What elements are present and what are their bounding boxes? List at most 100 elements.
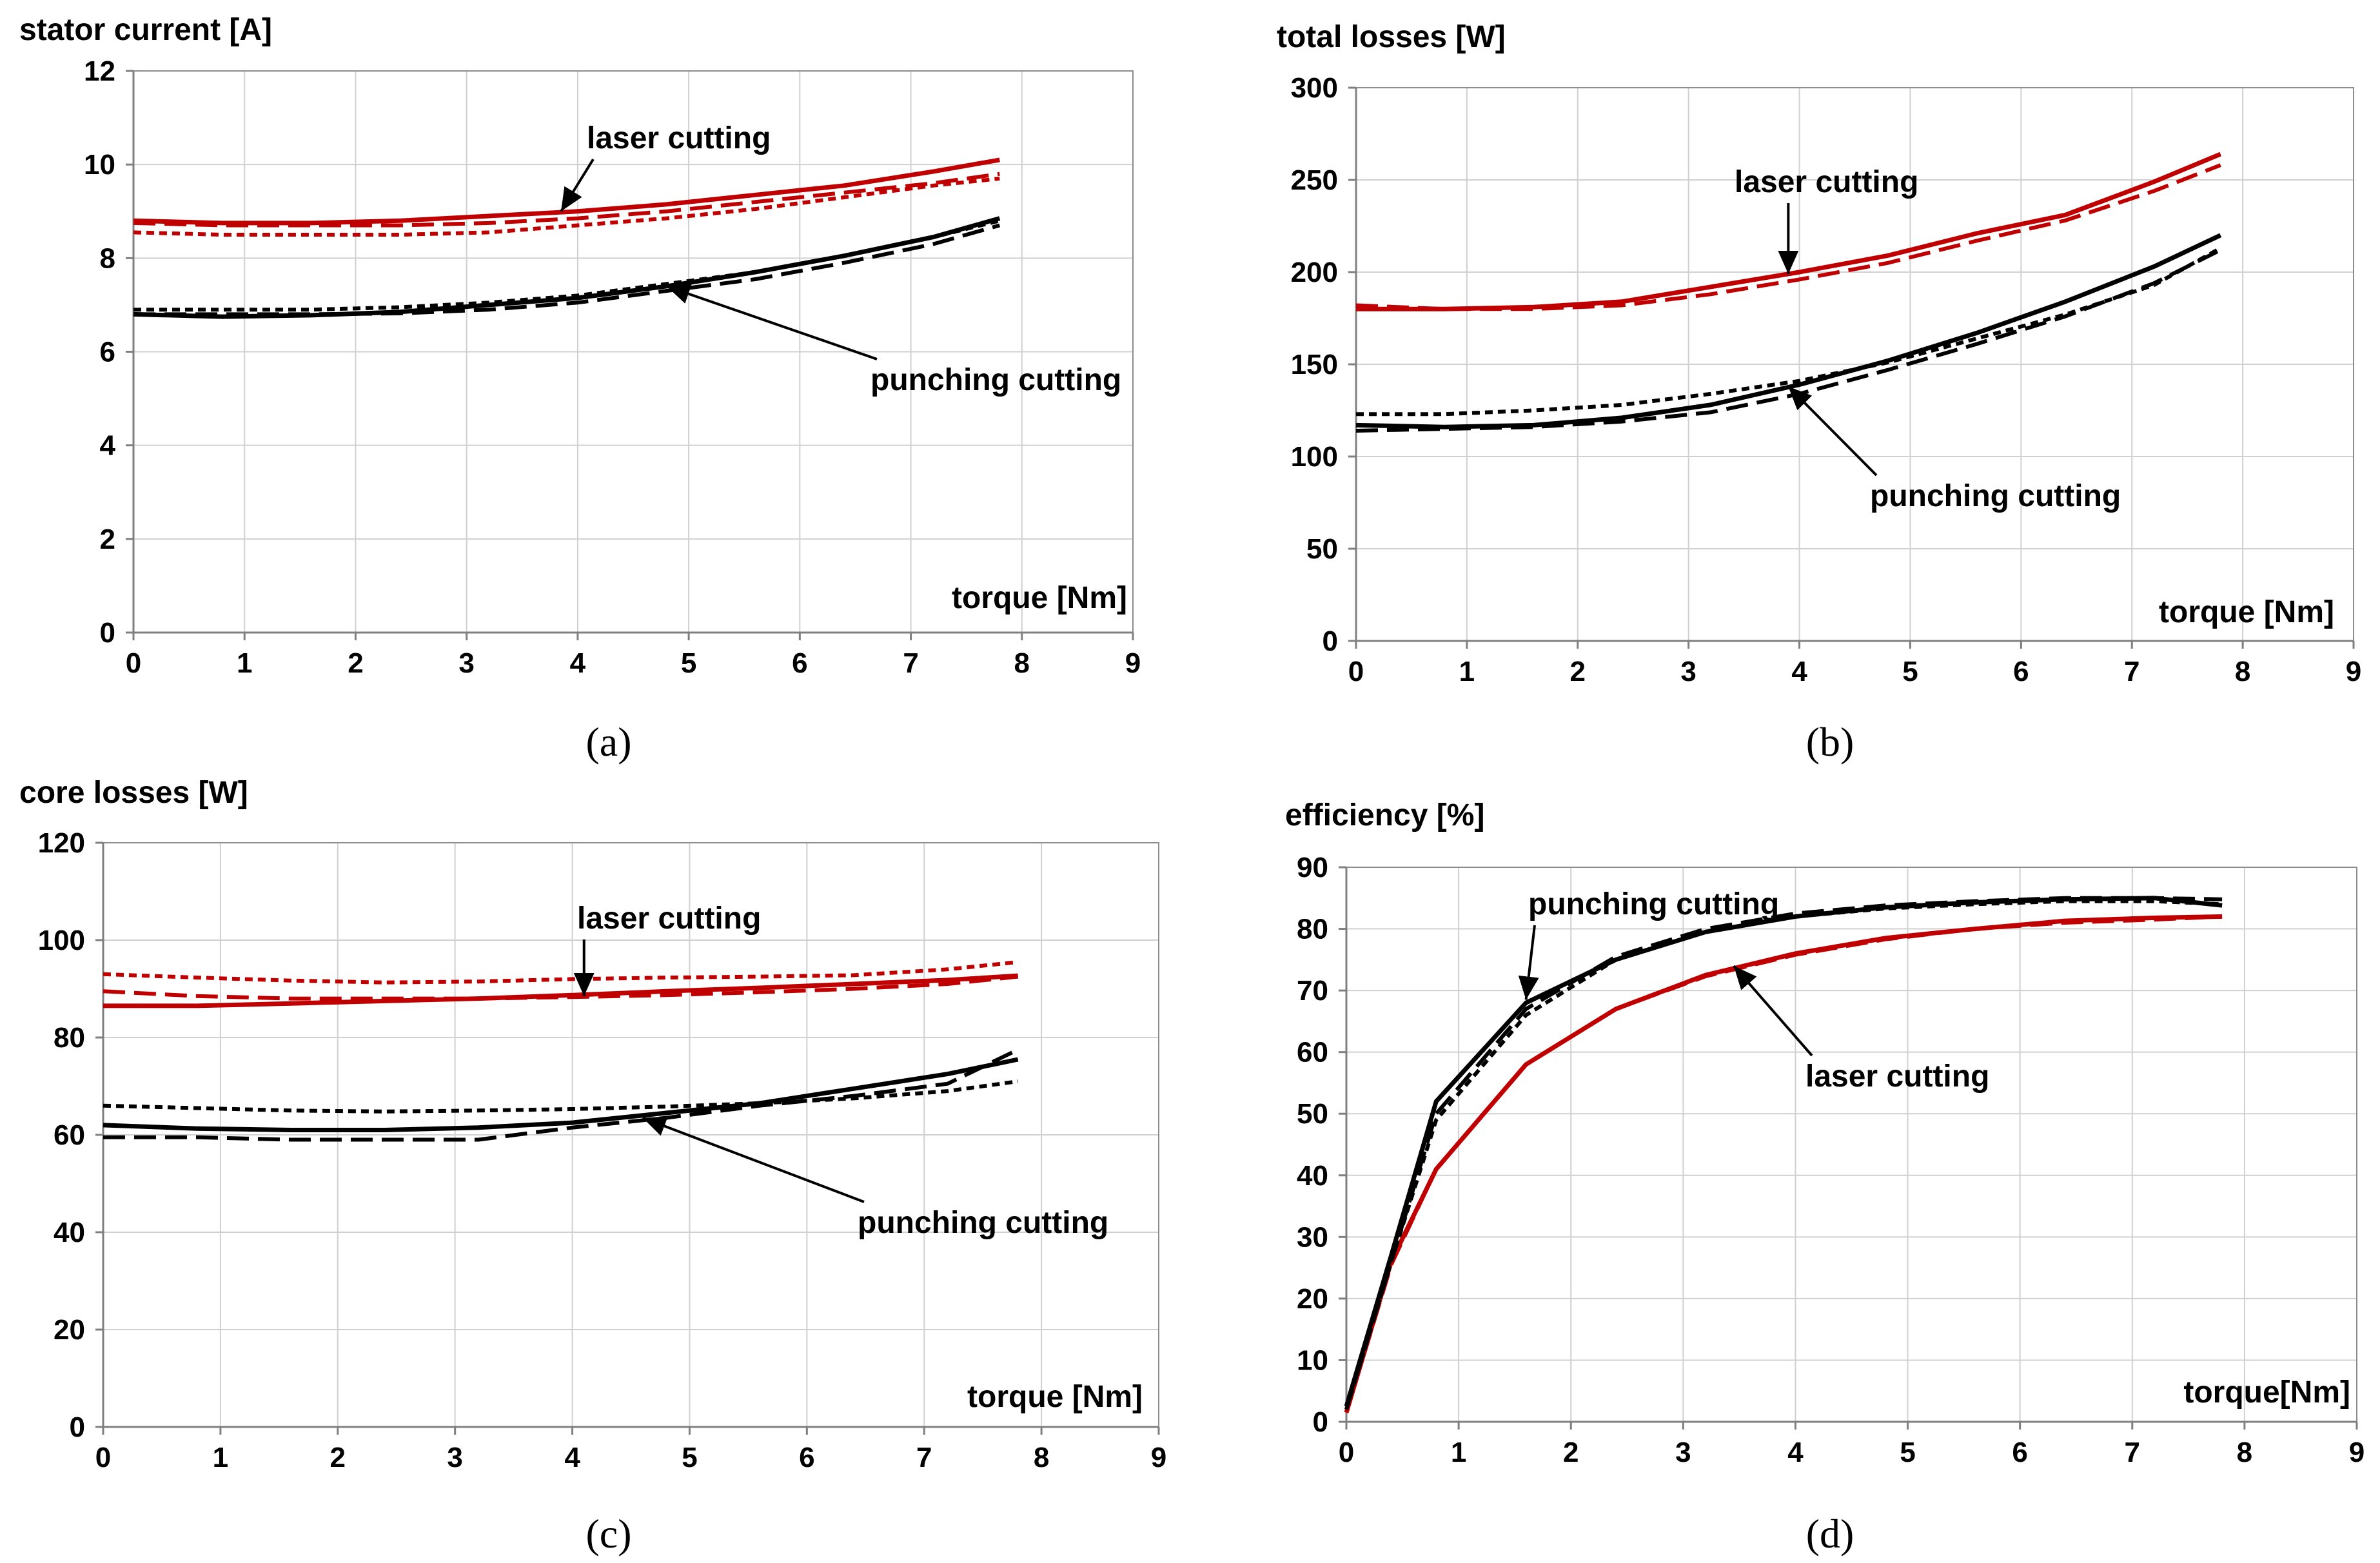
series-line-punching-cutting-dashed xyxy=(103,1048,1019,1142)
annotation-arrow xyxy=(560,158,595,212)
y-tick-label: 6 xyxy=(100,337,115,368)
x-tick-label: 4 xyxy=(564,1442,580,1473)
x-tick-label: 8 xyxy=(2235,656,2250,687)
x-tick-label: 8 xyxy=(2237,1437,2252,1468)
y-tick-label: 20 xyxy=(1297,1283,1328,1315)
annotation-label: laser cutting xyxy=(587,121,771,155)
y-axis-label: core losses [W] xyxy=(19,776,248,810)
x-tick-label: 3 xyxy=(1675,1437,1691,1468)
x-tick-label: 3 xyxy=(1680,656,1696,687)
y-tick-label: 60 xyxy=(1297,1037,1328,1068)
x-tick-label: 7 xyxy=(2125,1437,2140,1468)
x-tick-label: 2 xyxy=(1563,1437,1578,1468)
series-line-laser-cutting-solid xyxy=(1356,152,2222,311)
y-tick-label: 300 xyxy=(1291,72,1338,104)
x-tick-label: 9 xyxy=(2349,1437,2365,1468)
x-tick-label: 9 xyxy=(1151,1442,1166,1473)
x-tick-label: 2 xyxy=(1570,656,1586,687)
y-tick-label: 200 xyxy=(1291,257,1338,288)
x-tick-label: 3 xyxy=(447,1442,462,1473)
x-tick-label: 5 xyxy=(1902,656,1918,687)
x-tick-label: 2 xyxy=(330,1442,346,1473)
series-line-laser-cutting-dotted xyxy=(103,960,1019,985)
x-tick-label: 1 xyxy=(237,647,252,679)
chart-d: 0 1 2 3 4 5 6 7 8 90102030405060708090efficiency … xyxy=(1285,798,2365,1557)
y-tick-label: 30 xyxy=(1297,1221,1328,1253)
y-axis-label: stator current [A] xyxy=(19,13,272,47)
x-tick-label: 7 xyxy=(2124,656,2139,687)
series-line-punching-cutting-dotted xyxy=(133,219,1001,312)
y-tick-label: 2 xyxy=(100,524,115,555)
x-tick-label: 7 xyxy=(903,647,918,679)
series-line-laser-cutting-dashed xyxy=(133,172,1000,228)
series-group xyxy=(1344,896,2223,1413)
x-tick-label: 2 xyxy=(348,647,363,679)
y-tick-label: 120 xyxy=(38,827,85,859)
y-tick-label: 0 xyxy=(1323,625,1338,657)
x-tick-label: 3 xyxy=(458,647,474,679)
x-tick-label: 6 xyxy=(792,647,807,679)
annotation-label: laser cutting xyxy=(1735,165,1918,199)
panel-caption: (d) xyxy=(1806,1511,1854,1557)
y-tick-label: 250 xyxy=(1291,164,1338,196)
y-tick-label: 70 xyxy=(1297,975,1328,1007)
series-line-punching-cutting-dotted xyxy=(1344,899,2223,1410)
annotation-arrow xyxy=(1787,385,1878,477)
x-tick-label: 6 xyxy=(799,1442,814,1473)
x-tick-label: 4 xyxy=(570,647,586,679)
y-tick-label: 40 xyxy=(1297,1160,1328,1192)
annotation-label: punching cutting xyxy=(1528,887,1779,921)
annotation-label: laser cutting xyxy=(577,901,761,936)
x-tick-label: 1 xyxy=(1451,1437,1466,1468)
x-tick-label: 0 xyxy=(95,1442,111,1473)
y-tick-label: 20 xyxy=(54,1314,85,1346)
y-tick-label: 8 xyxy=(100,242,115,274)
x-tick-label: 8 xyxy=(1034,1442,1049,1473)
y-tick-label: 0 xyxy=(70,1411,85,1443)
panel-caption: (c) xyxy=(585,1511,631,1557)
x-tick-label: 1 xyxy=(213,1442,228,1473)
y-tick-label: 150 xyxy=(1291,349,1338,380)
y-tick-label: 80 xyxy=(54,1022,85,1054)
series-line-laser-cutting-dashed xyxy=(103,974,1019,1001)
x-tick-label: 0 xyxy=(1348,656,1364,687)
series-line-laser-cutting-dashed xyxy=(1355,163,2221,311)
y-tick-label: 50 xyxy=(1306,533,1338,565)
series-line-punching-cutting-dotted xyxy=(1356,246,2222,417)
y-tick-label: 90 xyxy=(1297,852,1328,883)
x-tick-label: 5 xyxy=(681,647,696,679)
x-tick-label: 6 xyxy=(2013,656,2029,687)
plot-area xyxy=(1346,867,2357,1422)
x-tick-label: 7 xyxy=(916,1442,932,1473)
series-line-punching-cutting-solid xyxy=(1355,233,2222,429)
panel-caption: (b) xyxy=(1806,719,1854,765)
annotation-arrow xyxy=(666,284,878,360)
series-line-punching-cutting-dotted xyxy=(103,1079,1019,1114)
x-tick-label: 4 xyxy=(1791,656,1807,687)
y-axis-label: efficiency [%] xyxy=(1285,798,1484,832)
y-tick-label: 0 xyxy=(100,617,115,649)
annotation-label: punching cutting xyxy=(1870,479,2121,513)
y-tick-label: 80 xyxy=(1297,914,1328,945)
x-axis-label: torque [Nm] xyxy=(952,581,1127,615)
x-axis-label: torque[Nm] xyxy=(2183,1375,2350,1410)
annotation-label: punching cutting xyxy=(858,1206,1108,1240)
x-tick-label: 9 xyxy=(2346,656,2361,687)
annotation-label: punching cutting xyxy=(870,363,1121,397)
y-tick-label: 100 xyxy=(1291,441,1338,473)
chart-b: 0 1 2 3 4 5 6 7 8 9 0 50 100 150 200 250 300 total losses… xyxy=(1277,20,2361,765)
x-tick-label: 6 xyxy=(2012,1437,2027,1468)
series-line-punching-cutting-dashed xyxy=(133,223,1001,317)
panel-caption: (a) xyxy=(585,719,631,765)
x-axis-label: torque [Nm] xyxy=(967,1380,1143,1414)
series-group xyxy=(133,157,1001,319)
x-tick-label: 8 xyxy=(1014,647,1030,679)
gridlines xyxy=(1346,867,2357,1422)
annotation-label: laser cutting xyxy=(1805,1059,1989,1094)
y-tick-label: 100 xyxy=(38,925,85,956)
x-tick-label: 4 xyxy=(1787,1437,1804,1468)
y-tick-label: 10 xyxy=(84,149,115,181)
series-line-punching-cutting-solid xyxy=(133,216,1001,319)
